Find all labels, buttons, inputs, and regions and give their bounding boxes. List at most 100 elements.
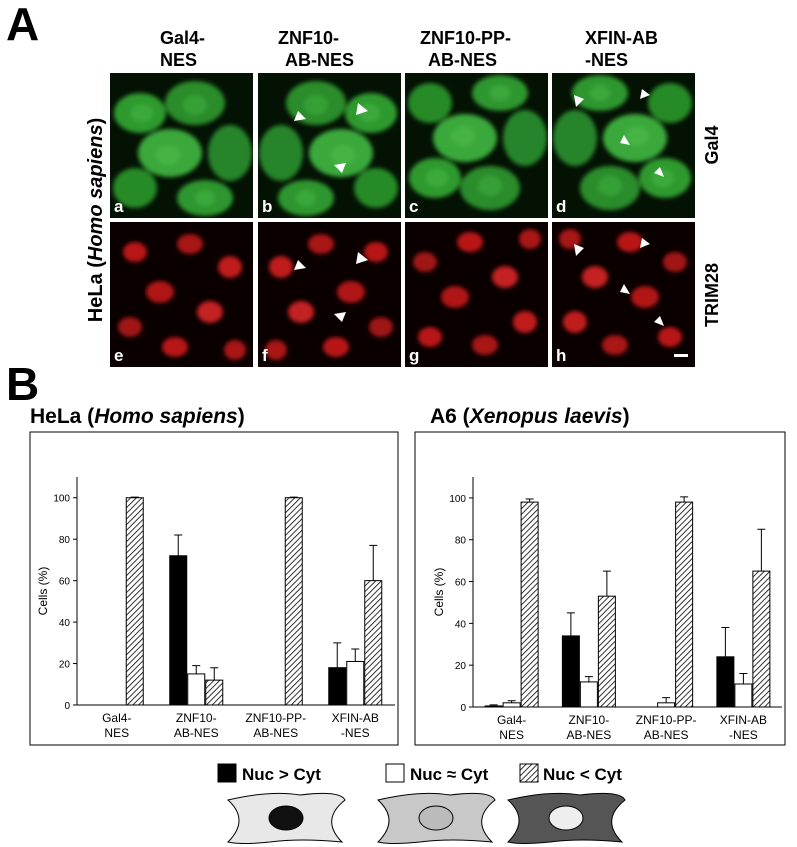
bar — [284, 497, 303, 706]
micrograph: c — [405, 73, 548, 218]
y-tick-label: 0 — [64, 701, 70, 712]
side-label-part: HeLa ( — [85, 261, 107, 322]
x-tick-label: ZNF10-PP-AB-NES — [245, 711, 306, 740]
chart-frame — [414, 431, 786, 746]
panel-letter: c — [409, 197, 418, 216]
micrograph: f — [258, 222, 401, 367]
x-tick-label: ZNF10-AB-NES — [174, 711, 219, 740]
bar — [579, 681, 598, 708]
error-bar — [192, 665, 201, 674]
x-tick-line: XFIN-AB — [332, 711, 379, 725]
error-bar — [680, 496, 689, 503]
x-tick-label: Gal4-NES — [497, 713, 526, 742]
y-tick-label: 100 — [449, 494, 466, 505]
error-bar — [289, 496, 298, 498]
bar — [364, 580, 383, 706]
y-tick-label: 60 — [59, 577, 71, 588]
error-bar — [662, 697, 671, 703]
panel-label: A — [6, 0, 39, 50]
error-bar — [351, 648, 360, 662]
error-bar — [333, 642, 342, 668]
error-bar — [566, 612, 575, 636]
x-tick-line: AB-NES — [644, 728, 689, 742]
legend-swatch — [385, 763, 405, 783]
x-tick-line: ZNF10- — [569, 713, 610, 727]
y-tick-label: 40 — [59, 618, 71, 629]
bar — [169, 555, 188, 706]
micrograph: g — [405, 222, 548, 367]
legend-label: Nuc > Cyt — [242, 765, 321, 784]
x-tick-label: ZNF10-AB-NES — [567, 713, 612, 742]
panel-letter: g — [409, 346, 419, 365]
y-axis-label: Cells (%) — [432, 568, 446, 617]
legend: Nuc > Cyt Nuc ≈ Cyt Nuc < Cyt — [217, 763, 622, 784]
side-label-part: Homo sapiens — [85, 124, 107, 261]
title-part: Xenopus laevis — [469, 405, 623, 428]
x-tick-line: AB-NES — [174, 726, 219, 740]
column-header: Gal4-NES — [160, 28, 205, 70]
header-line: Gal4- — [160, 28, 205, 48]
micrograph: a — [110, 73, 253, 218]
x-tick-line: ZNF10- — [176, 711, 217, 725]
bar — [346, 660, 365, 706]
panel-letter: f — [262, 346, 268, 365]
error-bar — [369, 544, 378, 581]
bar — [520, 501, 539, 708]
bar — [484, 705, 503, 708]
legend-swatch — [519, 763, 539, 783]
column-header: XFIN-AB -NES — [585, 28, 658, 70]
header-line: ZNF10-PP- — [420, 28, 511, 48]
x-tick-line: NES — [499, 728, 524, 742]
error-bar — [507, 700, 516, 703]
x-tick-line: Gal4- — [497, 713, 526, 727]
row-label: Gal4 — [702, 125, 722, 164]
panel-letter: b — [262, 197, 272, 216]
panel-label: B — [6, 358, 39, 410]
x-tick-line: XFIN-AB — [720, 713, 767, 727]
x-tick-label: ZNF10-PP-AB-NES — [636, 713, 697, 742]
error-bar — [602, 570, 611, 597]
panel-letter: d — [556, 197, 566, 216]
side-label: HeLa (Homo sapiens) — [85, 118, 107, 323]
y-tick-label: 100 — [53, 494, 70, 505]
x-tick-line: -NES — [729, 728, 758, 742]
header-line: -NES — [585, 50, 628, 70]
column-header: ZNF10-AB-NES — [278, 28, 354, 70]
bar — [205, 679, 224, 706]
column-headers: Gal4-NES ZNF10-AB-NES ZNF10-PP-AB-NES XF… — [160, 28, 658, 70]
bar — [597, 595, 616, 708]
title-part: ) — [623, 405, 630, 428]
bar — [716, 656, 735, 708]
header-line: ZNF10- — [278, 28, 339, 48]
error-bar — [584, 676, 593, 682]
x-tick-line: NES — [104, 726, 129, 740]
nucleus — [268, 805, 304, 831]
y-tick-label: 40 — [455, 619, 467, 630]
error-bar — [739, 673, 748, 684]
header-line: XFIN-AB — [585, 28, 658, 48]
x-tick-label: Gal4-NES — [102, 711, 131, 740]
y-tick-label: 20 — [455, 661, 467, 672]
chart-title: HeLa (Homo sapiens) — [30, 405, 245, 428]
bar — [734, 683, 753, 708]
title-part: ) — [238, 405, 245, 428]
bar — [502, 702, 521, 708]
legend-swatch — [217, 763, 237, 783]
error-bar — [525, 498, 534, 503]
x-tick-line: AB-NES — [567, 728, 612, 742]
micrograph: e — [110, 222, 253, 367]
bar — [187, 673, 206, 706]
error-bar — [757, 528, 766, 572]
legend-label: Nuc ≈ Cyt — [410, 765, 489, 784]
x-tick-line: ZNF10-PP- — [245, 711, 306, 725]
title-part: Homo sapiens — [94, 405, 238, 428]
bar — [675, 501, 694, 708]
nucleus — [418, 805, 454, 831]
x-tick-line: -NES — [341, 726, 370, 740]
error-bar — [721, 627, 730, 657]
header-line: NES — [160, 50, 197, 70]
header-line: AB-NES — [428, 50, 497, 70]
chart-title: A6 (Xenopus laevis) — [430, 405, 630, 428]
nucleus — [548, 805, 584, 831]
